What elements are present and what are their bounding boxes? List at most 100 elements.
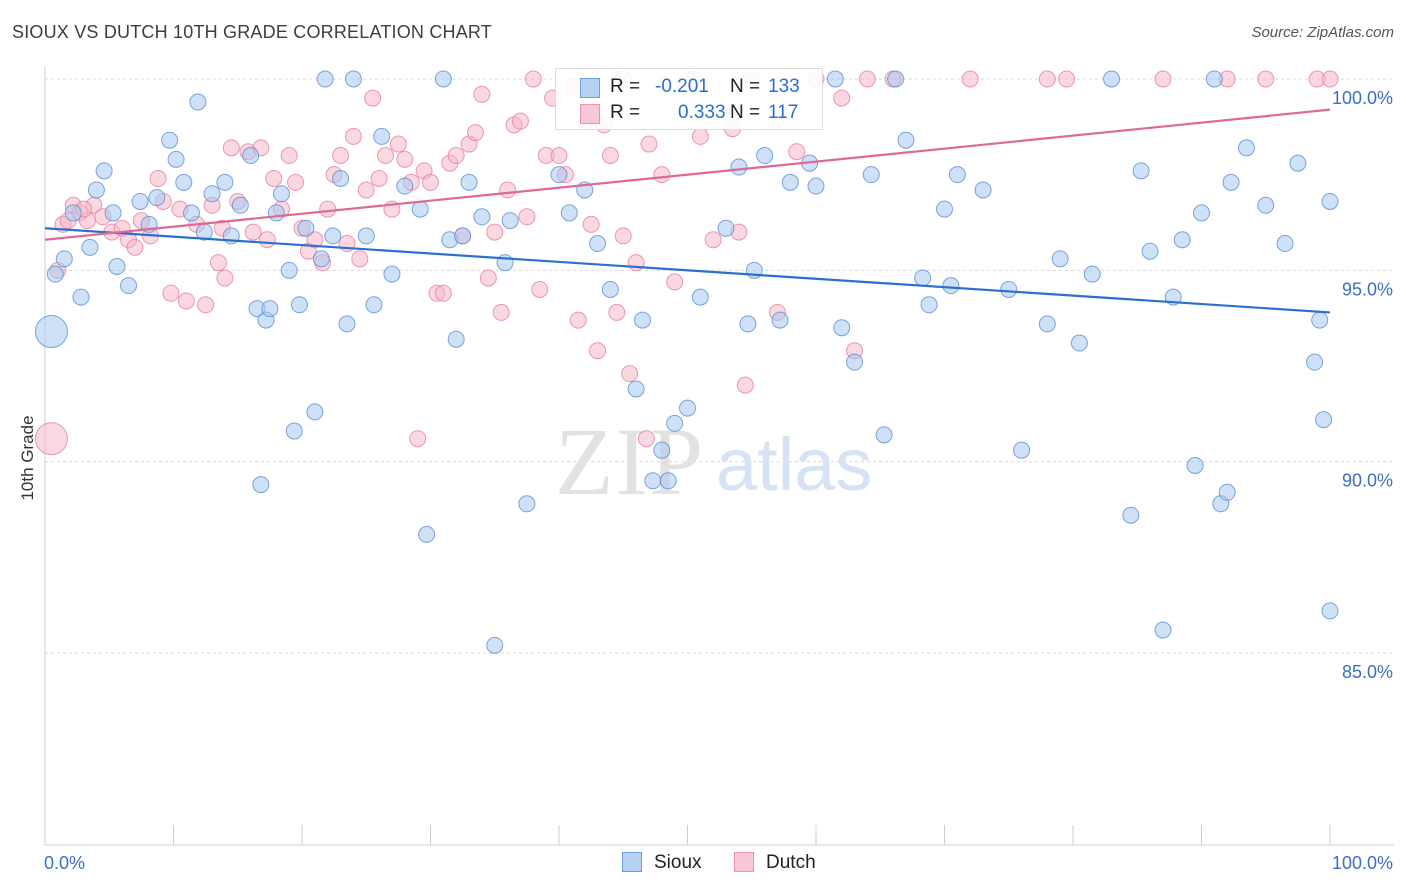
sioux-point [316, 70, 334, 88]
dutch-point [499, 181, 517, 199]
dutch-point [177, 292, 195, 310]
sioux-point [383, 265, 401, 283]
sioux-point [267, 204, 285, 222]
sioux-point [332, 169, 350, 187]
sioux-point [1051, 250, 1069, 268]
dutch-point [162, 284, 180, 302]
sioux-point [691, 288, 709, 306]
sioux-point [216, 173, 234, 191]
dutch-point [833, 89, 851, 107]
dutch-point [531, 280, 549, 298]
dutch-point [518, 208, 536, 226]
sioux-point [324, 227, 342, 245]
sioux-point [1311, 311, 1329, 329]
dutch-point [589, 342, 607, 360]
sioux-point [357, 227, 375, 245]
sioux-point [167, 150, 185, 168]
sioux-point [1321, 602, 1339, 620]
sioux-point [418, 525, 436, 543]
sioux-point [280, 261, 298, 279]
sioux-point [297, 219, 315, 237]
source-label: Source: ZipAtlas.com [1251, 24, 1394, 41]
dutch-point [1154, 70, 1172, 88]
dutch-point [209, 254, 227, 272]
dutch-point [287, 173, 305, 191]
y-tick-label: 100.0% [1332, 88, 1393, 108]
sioux-point [182, 204, 200, 222]
sioux-point [897, 131, 915, 149]
watermark-atlas: atlas [716, 423, 872, 506]
tick-labels: 100.0% 95.0% 90.0% 85.0% 0.0% 100.0% [44, 88, 1393, 873]
dutch-swatch [734, 852, 754, 872]
dutch-point [704, 231, 722, 249]
dutch-point [640, 135, 658, 153]
sioux-point [161, 131, 179, 149]
dutch-point [524, 70, 542, 88]
sioux-point [1154, 621, 1172, 639]
dutch-point [351, 250, 369, 268]
sioux-point [447, 330, 465, 348]
sioux-point [473, 208, 491, 226]
sioux-point [261, 300, 279, 318]
sioux-point [1276, 235, 1294, 253]
sioux-point [1132, 162, 1150, 180]
sioux-point [1103, 70, 1121, 88]
sioux-point [108, 258, 126, 276]
sioux-point [771, 311, 789, 329]
series-sioux [34, 70, 1339, 654]
sioux-point [679, 399, 696, 417]
r-label: R = [610, 102, 641, 123]
dutch-swatch [580, 104, 600, 124]
trend-lines [44, 108, 1331, 314]
sioux-point [887, 70, 905, 88]
sioux-point [131, 192, 149, 210]
dutch-point [377, 147, 395, 165]
sioux-point [242, 147, 260, 165]
sioux-point [1315, 411, 1333, 429]
sioux-point [344, 70, 362, 88]
sioux-point [231, 196, 249, 214]
sioux-point [781, 173, 799, 191]
sioux-point [644, 472, 662, 490]
dutch-point [258, 231, 276, 249]
dutch-point [306, 231, 324, 249]
dutch-point [396, 150, 414, 168]
dutch-point [370, 169, 388, 187]
sioux-point [272, 185, 290, 203]
sioux-point [518, 495, 536, 513]
sioux-swatch [622, 852, 642, 872]
sioux-point [175, 173, 193, 191]
sioux-point [1289, 154, 1307, 172]
sioux-point [64, 204, 82, 222]
sioux-point [1205, 70, 1223, 88]
dutch-point [691, 127, 709, 145]
sioux-point [1122, 506, 1140, 524]
sioux-swatch [580, 78, 600, 98]
sioux-trend-line [44, 227, 1331, 314]
dutch-point [280, 147, 298, 165]
sioux-point [81, 238, 99, 256]
sioux-point [1218, 483, 1236, 501]
sioux-point [1013, 441, 1031, 459]
sioux-point [730, 158, 748, 176]
sioux-point [306, 403, 324, 421]
sioux-point [501, 212, 519, 230]
sioux-point [717, 219, 735, 237]
sioux-point [55, 250, 73, 268]
dutch-point [486, 223, 504, 241]
n-label: N = [730, 76, 761, 97]
dutch-point [1038, 70, 1056, 88]
sioux-point [1186, 456, 1204, 474]
dutch-point [511, 112, 529, 130]
dutch-point [422, 173, 439, 191]
dutch-point [466, 124, 484, 142]
sioux-point [862, 166, 880, 184]
dutch-point [1058, 70, 1076, 88]
sioux-point [974, 181, 992, 199]
dutch-point [357, 181, 375, 199]
sioux-point [120, 277, 138, 295]
dutch-point [222, 139, 240, 157]
sioux-point [1083, 265, 1101, 283]
dutch-point [608, 303, 626, 321]
sioux-point [627, 380, 645, 398]
